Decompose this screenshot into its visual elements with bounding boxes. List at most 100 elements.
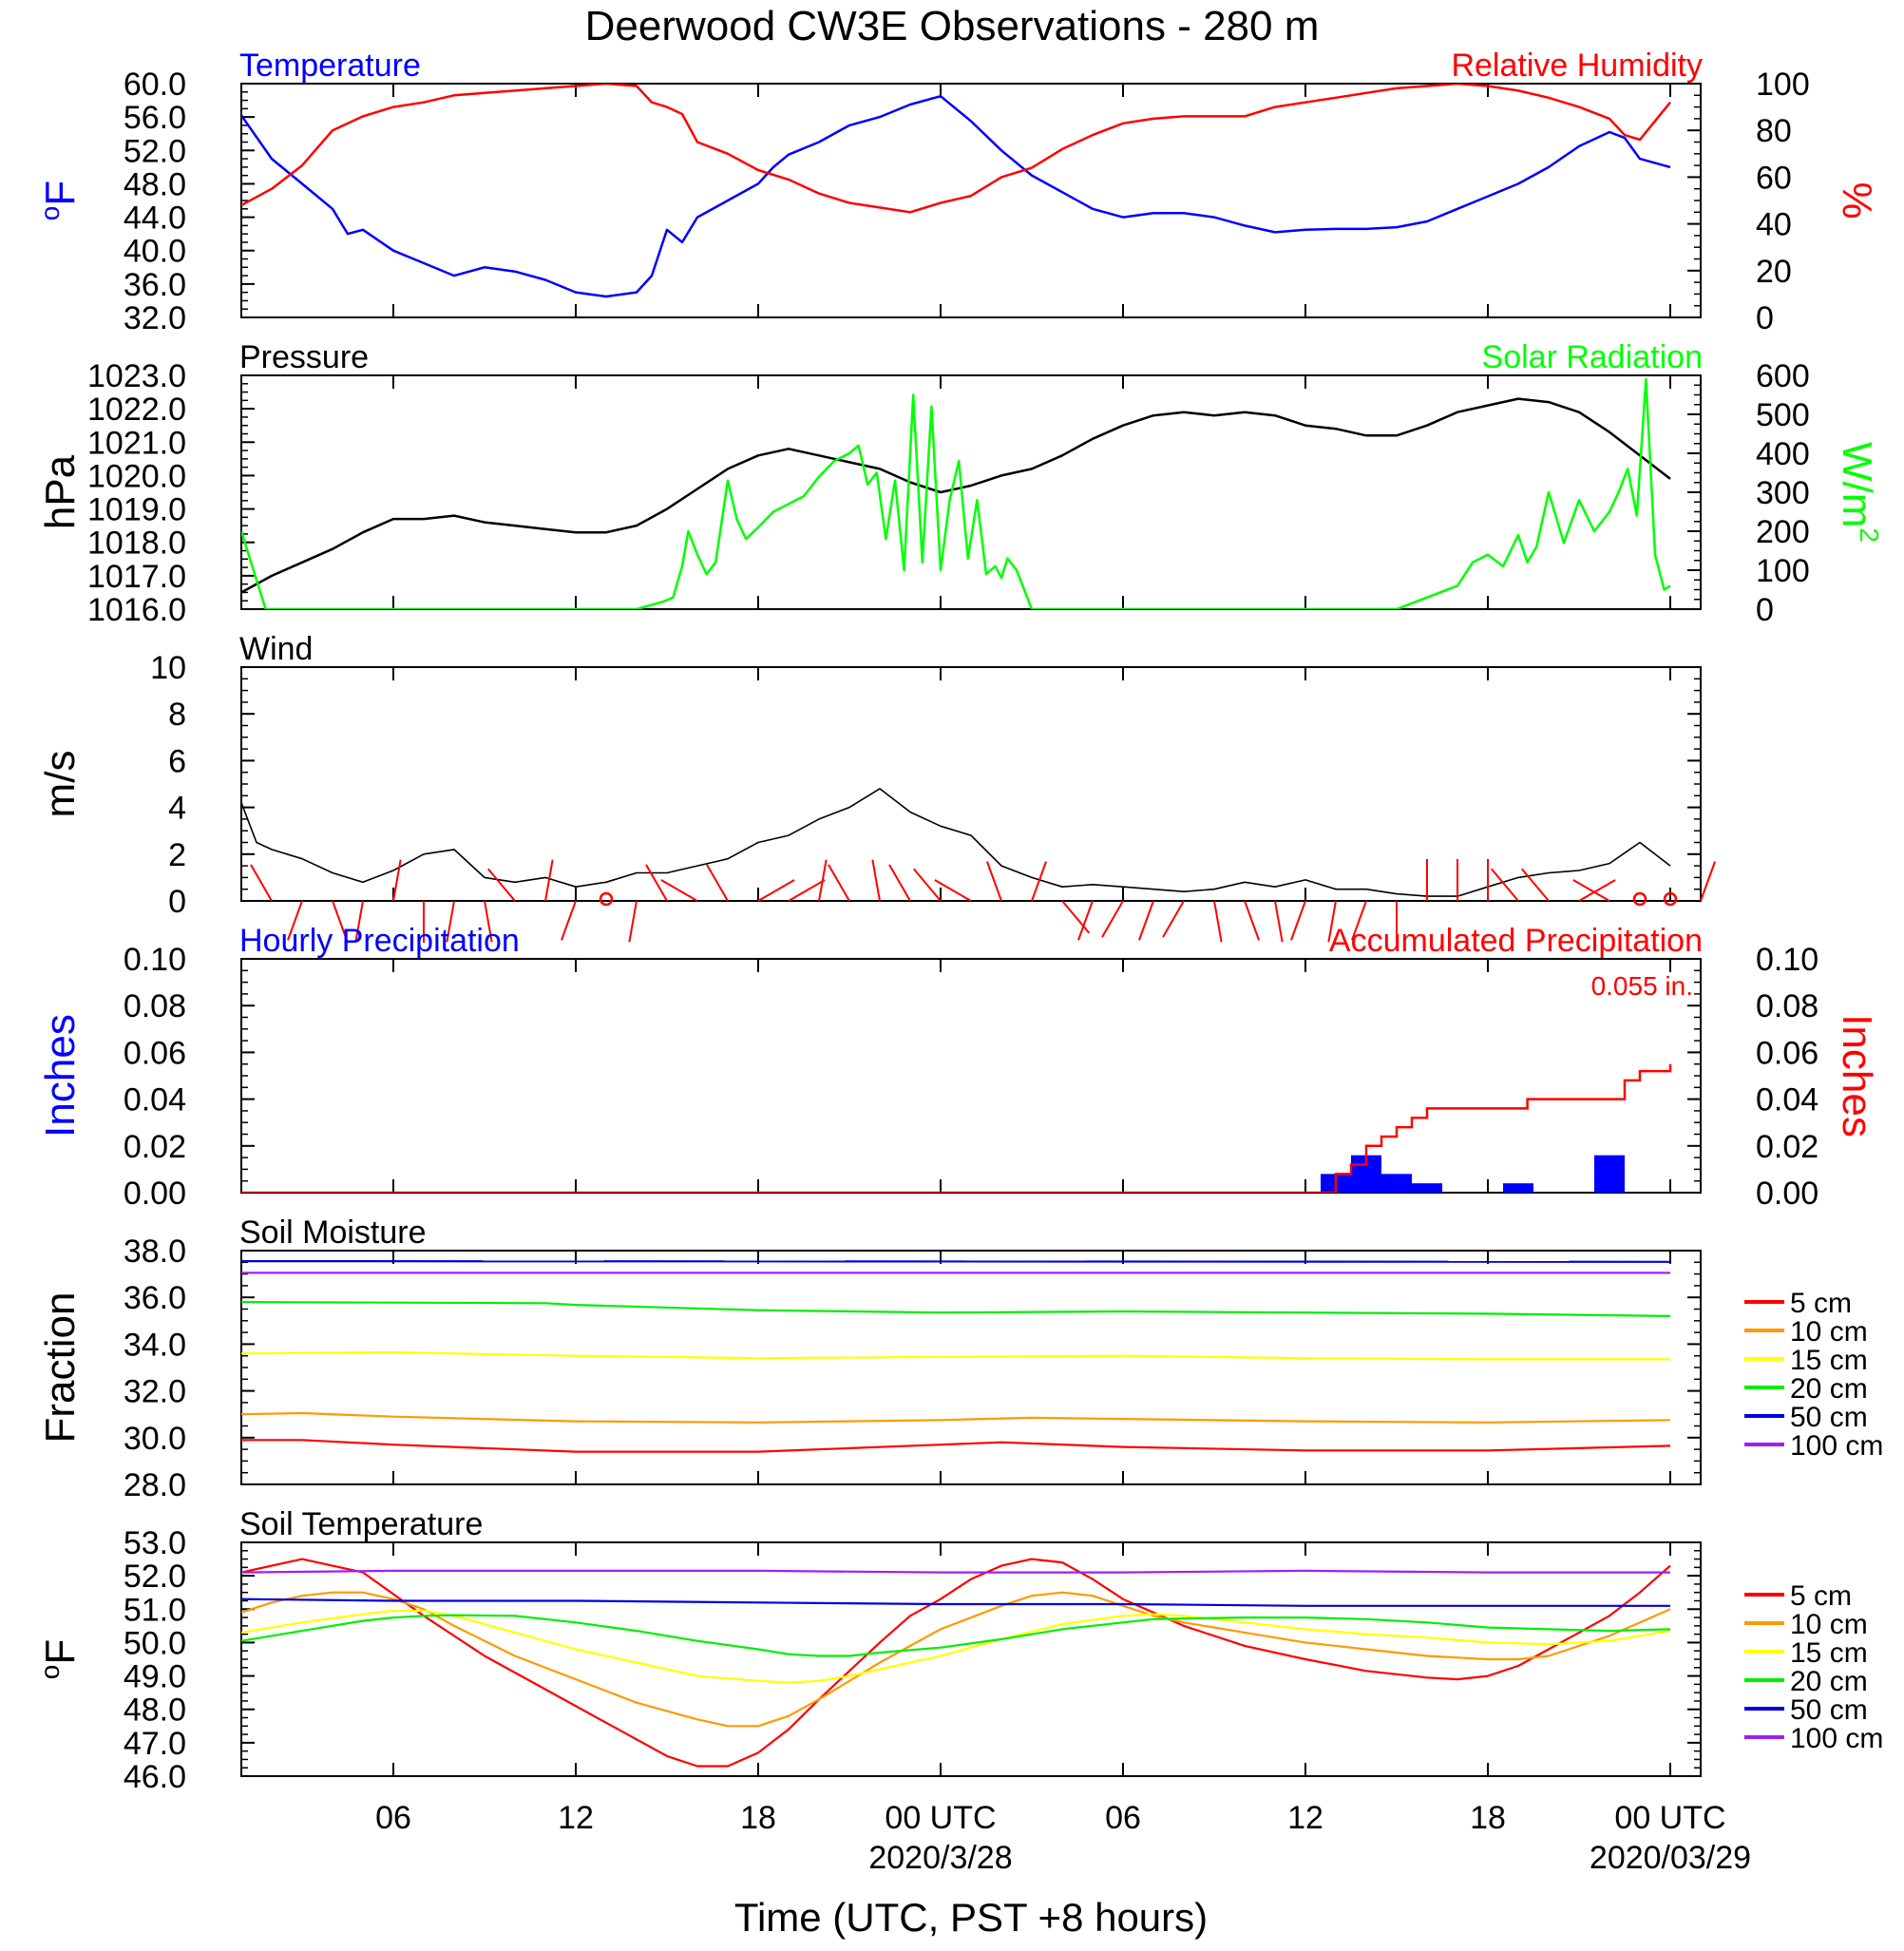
legend-label: 50 cm	[1790, 1402, 1868, 1433]
wind-barb	[912, 868, 942, 902]
y-tick-label: 10	[150, 650, 186, 686]
y-tick-label: 50.0	[124, 1625, 186, 1661]
y-tick-label: 48.0	[124, 166, 186, 202]
soil-depth-line	[241, 1609, 1671, 1684]
wind-barb	[986, 861, 1002, 902]
y-right-tick-label: 0	[1756, 592, 1774, 628]
y-tick-label: 1017.0	[87, 559, 186, 595]
wind-barb	[1572, 879, 1610, 902]
soil-depth-line	[241, 1439, 1671, 1453]
panel-left-title: Soil Temperature	[239, 1506, 483, 1542]
y-tick-label: 1016.0	[87, 592, 186, 628]
wind-speed-line	[241, 788, 1671, 897]
y-right-tick-label: 0.02	[1756, 1129, 1818, 1165]
y-tick-label: 1020.0	[87, 458, 186, 494]
wind-barb	[1077, 900, 1094, 941]
y-axis-label: oF	[35, 1639, 84, 1679]
legend-label: 5 cm	[1790, 1580, 1852, 1612]
wind-barb	[354, 900, 364, 943]
wind-barb	[1031, 861, 1047, 902]
y-axis-label: m/s	[37, 751, 84, 818]
y-tick-label: 32.0	[124, 300, 186, 336]
legend-label: 10 cm	[1790, 1609, 1868, 1640]
y-tick-label: 0.06	[124, 1035, 186, 1071]
wind-barb	[628, 900, 638, 943]
degree-mark: o	[35, 206, 65, 221]
legend-label: 50 cm	[1790, 1694, 1868, 1726]
degree-mark: o	[35, 1665, 65, 1680]
soil-depth-line	[241, 1350, 1670, 1361]
soil-depth-line	[241, 1300, 1671, 1317]
plot-frame	[240, 958, 1702, 1194]
panel-left-title: Temperature	[239, 48, 421, 84]
calm-wind-marker	[1632, 891, 1647, 907]
y-right-tick-label: 60	[1756, 160, 1792, 196]
y-axis-label: oF	[35, 181, 84, 220]
y-tick-label: 49.0	[124, 1659, 186, 1695]
x-tick-label: 18	[740, 1800, 776, 1836]
plot-frame	[240, 83, 1702, 318]
soil-depth-line	[241, 1558, 1671, 1768]
humidity-line	[241, 84, 1671, 214]
x-tick-label: 00 UTC	[885, 1800, 996, 1836]
y-tick-label: 44.0	[124, 201, 186, 237]
y-right-tick-label: 0.10	[1756, 942, 1818, 978]
wind-barb	[332, 900, 348, 941]
y-tick-label: 1023.0	[87, 358, 186, 394]
wind-barb	[888, 864, 911, 902]
soil-depth-line	[241, 1597, 1670, 1607]
y-tick-label: 1021.0	[87, 425, 186, 461]
calm-wind-marker	[1663, 891, 1678, 907]
y-tick-label: 1019.0	[87, 492, 186, 528]
y-tick-label: 32.0	[124, 1374, 186, 1410]
y-tick-label: 0.10	[124, 942, 186, 978]
hourly-precip-bar	[1381, 1174, 1412, 1193]
y-tick-label: 0.02	[124, 1129, 186, 1165]
wind-barb	[561, 900, 577, 941]
plot-area	[241, 377, 1671, 609]
soil-depth-line	[241, 1614, 1671, 1657]
legend-label: 10 cm	[1790, 1316, 1868, 1348]
y-tick-label: 36.0	[124, 267, 186, 303]
legend-label: 20 cm	[1790, 1373, 1868, 1405]
plot-area	[241, 84, 1671, 298]
chart-title: Deerwood CW3E Observations - 280 m	[585, 3, 1320, 49]
soil-depth-line	[241, 1591, 1671, 1728]
plot-area	[241, 1063, 1672, 1193]
y-tick-label: 56.0	[124, 100, 186, 136]
wind-barb	[818, 859, 828, 902]
wind-barb	[1700, 861, 1716, 902]
y-tick-label: 1018.0	[87, 526, 186, 562]
y-right-tick-label: 20	[1756, 254, 1792, 290]
y-tick-label: 0.04	[124, 1082, 186, 1119]
wind-barb	[446, 900, 455, 943]
y-tick-label: 2	[168, 837, 186, 873]
unit-text: F	[37, 1639, 84, 1665]
y-tick-label: 8	[168, 697, 186, 733]
plot-frame	[240, 1250, 1702, 1485]
plot-frame	[240, 374, 1702, 610]
y-right-tick-label: 0.06	[1756, 1035, 1818, 1071]
y-right-tick-label: 40	[1756, 207, 1792, 243]
hourly-precip-bar	[1594, 1155, 1625, 1193]
y-right-tick-label: 0.04	[1756, 1082, 1818, 1119]
legend-label: 15 cm	[1790, 1345, 1868, 1376]
y-tick-label: 34.0	[124, 1327, 186, 1363]
panel-precip: 0.10 0.08 0.06 0.04 0.02 0.00 0.10 0.08 0.06 0.04…	[37, 923, 1880, 1212]
y-tick-label: 48.0	[124, 1693, 186, 1729]
panel-left-title: Hourly Precipitation	[239, 923, 520, 959]
wind-barb	[484, 900, 493, 943]
y-right-axis-label: %	[1834, 182, 1880, 219]
y-tick-label: 30.0	[124, 1421, 186, 1457]
x-tick-label: 18	[1470, 1800, 1506, 1836]
superscript: 2	[1855, 527, 1884, 543]
y-right-tick-label: 200	[1756, 514, 1810, 550]
y-tick-label: 0	[168, 884, 186, 920]
wind-barb	[757, 879, 795, 902]
wind-barb	[788, 879, 826, 902]
y-tick-label: 60.0	[124, 67, 186, 103]
wind-barb	[1490, 868, 1519, 902]
wind-barb	[1101, 900, 1124, 938]
y-right-tick-label: 100	[1756, 67, 1810, 103]
